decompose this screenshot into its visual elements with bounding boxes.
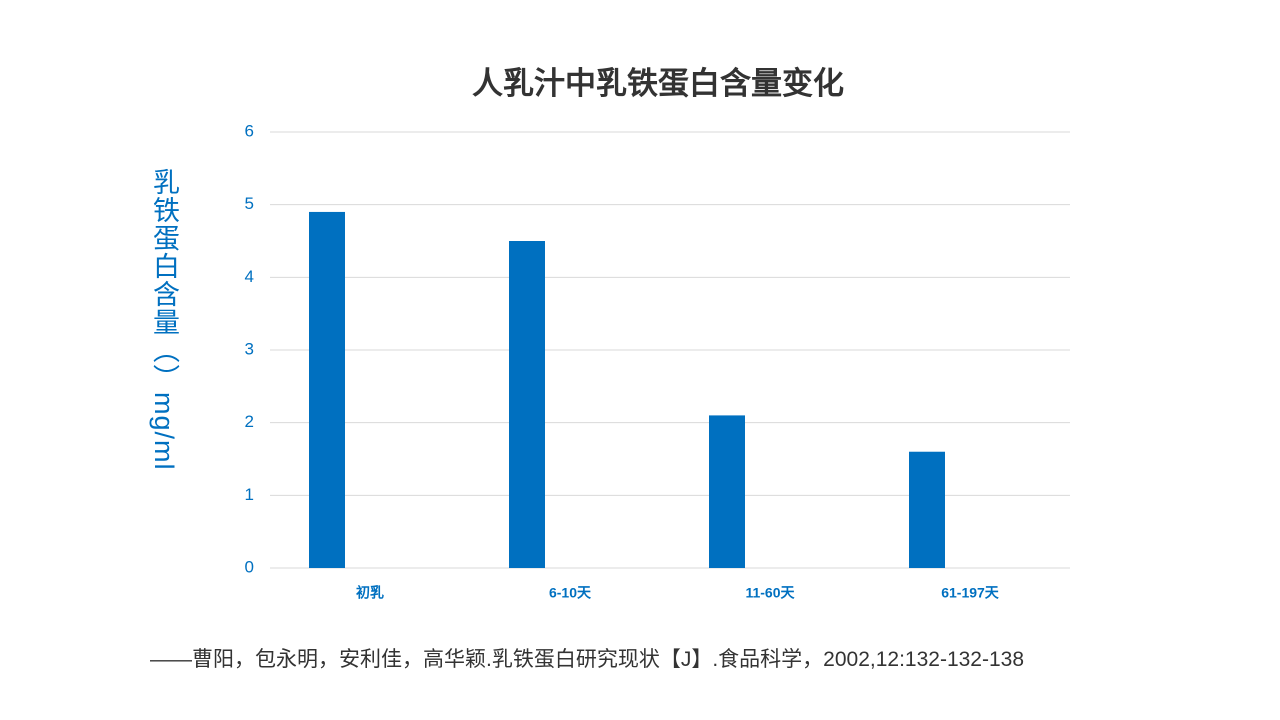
y-tick-label: 4 <box>245 267 254 286</box>
chart-title: 人乳汁中乳铁蛋白含量变化 <box>472 66 844 101</box>
bar <box>909 451 945 568</box>
x-tick-label: 6-10天 <box>549 585 592 601</box>
y-tick-label: 2 <box>245 412 254 431</box>
y-axis-label: 乳铁蛋白含量（）mg/ml <box>149 168 179 471</box>
bar <box>309 211 345 568</box>
y-tick-label: 0 <box>245 557 254 576</box>
source-citation: ——曹阳，包永明，安利佳，高华颖.乳铁蛋白研究现状【J】.食品科学，2002,1… <box>150 648 1025 671</box>
y-tick-label: 5 <box>245 194 254 213</box>
bar <box>509 241 545 568</box>
y-tick-label: 1 <box>245 485 254 504</box>
x-tick-label: 初乳 <box>356 585 384 601</box>
x-tick-label: 11-60天 <box>745 585 795 601</box>
x-tick-label: 61-197天 <box>941 585 1000 601</box>
bar <box>709 415 745 568</box>
y-tick-label: 3 <box>245 339 254 358</box>
y-tick-label: 6 <box>245 121 254 140</box>
